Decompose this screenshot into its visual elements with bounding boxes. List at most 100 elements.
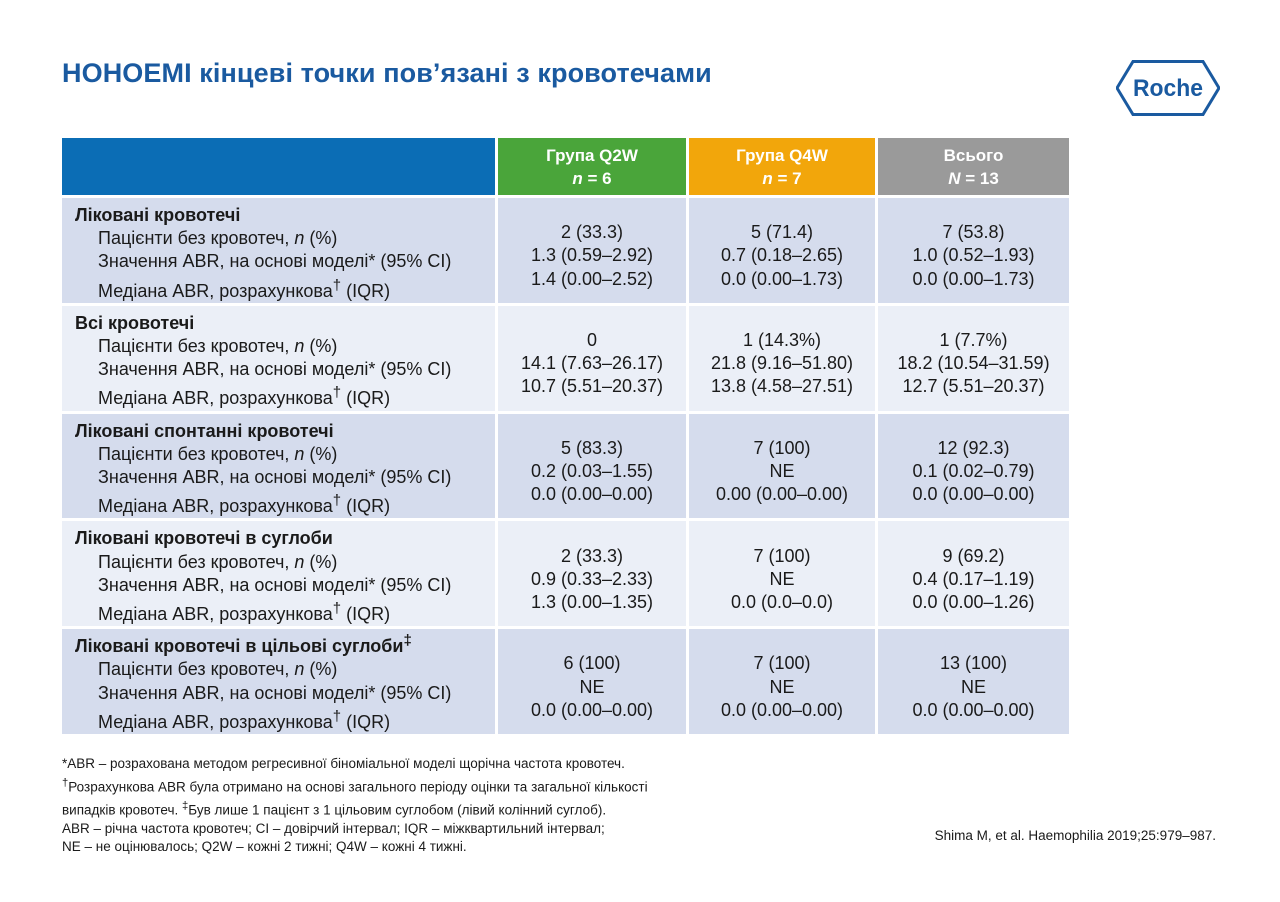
row-label-median: Медіана ABR, розрахункова† (IQR) — [98, 276, 391, 301]
value: 0.0 (0.00–0.00) — [912, 699, 1035, 720]
row-label-median: Медіана ABR, розрахункова† (IQR) — [98, 492, 391, 517]
value: 0.0 (0.00–0.00) — [720, 699, 844, 720]
value: 6 (100) — [563, 653, 621, 674]
footnote-line: ABR – річна частота кровотеч; CI – довір… — [62, 820, 605, 836]
value: 1.4 (0.00–2.52) — [530, 268, 654, 289]
value: NE — [769, 461, 795, 482]
table-row-group: Всі кровотечі Пацієнти без кровотеч, n (%… — [62, 305, 1069, 411]
value: 18.2 (10.54–31.59) — [897, 353, 1050, 374]
footnotes: *ABR – розрахована методом регресивної б… — [62, 755, 648, 857]
value: 7 (53.8) — [942, 222, 1005, 243]
value: NE — [769, 568, 795, 589]
group-title: Ліковані кровотечі в суглоби — [75, 528, 333, 549]
value-cell: 7 (100) NE 0.0 (0.00–0.00) — [689, 629, 875, 735]
value: 0.0 (0.00–0.00) — [530, 699, 654, 720]
value: 1.3 (0.59–2.92) — [530, 245, 654, 266]
group-title: Ліковані кровотечі — [75, 205, 241, 225]
group-label-cell: Ліковані спонтанні кровотечі Пацієнти без… — [62, 413, 495, 519]
value: 0.0 (0.00–1.73) — [912, 268, 1035, 289]
footnote-line: †Розрахункова ABR була отримано на основ… — [62, 776, 648, 795]
value: 0.00 (0.00–0.00) — [715, 484, 849, 505]
value-cell: 12 (92.3) 0.1 (0.02–0.79) 0.0 (0.00–0.00) — [878, 413, 1069, 519]
row-label-patients: Пацієнти без кровотеч, n (%) — [98, 659, 338, 680]
value: 2 (33.3) — [560, 545, 624, 566]
table-row-group: Ліковані спонтанні кровотечі Пацієнти без… — [62, 413, 1069, 519]
roche-logo: Roche — [1116, 60, 1220, 116]
value-cell: 6 (100) NE 0.0 (0.00–0.00) — [498, 629, 686, 735]
column-name: Група Q4W — [736, 145, 828, 165]
n-label: n — [572, 168, 583, 188]
row-label-model: Значення ABR, на основі моделі* (95% CI) — [98, 574, 452, 595]
value: NE — [960, 676, 986, 697]
value-cell: 5 (71.4) 0.7 (0.18–2.65) 0.0 (0.00–1.73) — [689, 198, 875, 303]
value: 13 (100) — [939, 653, 1008, 674]
n-label: N — [948, 168, 961, 188]
n-value: = 13 — [960, 168, 999, 188]
group-title: Ліковані кровотечі в цільові суглоби‡ — [75, 632, 412, 657]
value: 0.0 (0.00–1.26) — [912, 592, 1035, 613]
value-cell: 2 (33.3) 1.3 (0.59–2.92) 1.4 (0.00–2.52) — [498, 198, 686, 303]
value: 0.2 (0.03–1.55) — [530, 461, 654, 482]
value: 10.7 (5.51–20.37) — [520, 376, 664, 397]
value-cell: 7 (100) NE 0.00 (0.00–0.00) — [689, 413, 875, 519]
header-q2w: Група Q2W n = 6 — [498, 138, 686, 195]
table-row-group: Ліковані кровотечі в цільові суглоби‡ Пац… — [62, 629, 1069, 735]
value: 0.0 (0.00–1.73) — [720, 268, 844, 289]
row-label-patients: Пацієнти без кровотеч, n (%) — [98, 551, 338, 572]
value-cell: 7 (53.8) 1.0 (0.52–1.93) 0.0 (0.00–1.73) — [878, 198, 1069, 303]
row-label-median: Медіана ABR, розрахункова† (IQR) — [98, 600, 391, 625]
value: NE — [579, 676, 605, 697]
footnote-line: NE – не оцінювалось; Q2W – кожні 2 тижні… — [62, 839, 467, 855]
bleeding-endpoints-table: Група Q2W n = 6 Група Q4W n = 7 Всього N… — [59, 138, 1072, 735]
row-label-model: Значення ABR, на основі моделі* (95% CI) — [98, 682, 452, 703]
value: 7 (100) — [753, 545, 811, 566]
value: 0.9 (0.33–2.33) — [530, 568, 654, 589]
value: 0 — [586, 330, 597, 351]
row-label-median: Медіана ABR, розрахункова† (IQR) — [98, 384, 391, 409]
column-name: Група Q2W — [546, 145, 638, 165]
row-label-patients: Пацієнти без кровотеч, n (%) — [98, 228, 338, 249]
row-label-median: Медіана ABR, розрахункова† (IQR) — [98, 707, 391, 732]
n-value: = 7 — [772, 168, 802, 188]
value-cell: 0 14.1 (7.63–26.17) 10.7 (5.51–20.37) — [498, 305, 686, 411]
header-label-cell — [62, 138, 495, 195]
value: 0.7 (0.18–2.65) — [720, 245, 844, 266]
value: 5 (71.4) — [750, 222, 814, 243]
header-q4w: Група Q4W n = 7 — [689, 138, 875, 195]
n-label: n — [762, 168, 773, 188]
column-name: Всього — [943, 145, 1004, 165]
table-row-group: Ліковані кровотечі Пацієнти без кровотеч,… — [62, 198, 1069, 303]
value: 13.8 (4.58–27.51) — [710, 376, 854, 397]
citation: Shima M, et al. Haemophilia 2019;25:979–… — [934, 828, 1216, 843]
value: 0.4 (0.17–1.19) — [912, 568, 1035, 589]
logo-text: Roche — [1133, 75, 1203, 102]
value: 9 (69.2) — [942, 545, 1005, 566]
value-cell: 5 (83.3) 0.2 (0.03–1.55) 0.0 (0.00–0.00) — [498, 413, 686, 519]
group-label-cell: Ліковані кровотечі в суглоби Пацієнти без… — [62, 521, 495, 627]
value: 5 (83.3) — [560, 437, 624, 458]
value: 0.0 (0.0–0.0) — [730, 592, 834, 613]
value-cell: 1 (7.7%) 18.2 (10.54–31.59) 12.7 (5.51–20.… — [878, 305, 1069, 411]
group-label-cell: Ліковані кровотечі Пацієнти без кровотеч,… — [62, 198, 495, 303]
value: 1.0 (0.52–1.93) — [912, 245, 1035, 266]
row-label-patients: Пацієнти без кровотеч, n (%) — [98, 443, 338, 464]
value: 14.1 (7.63–26.17) — [520, 353, 664, 374]
value: 1 (14.3%) — [742, 330, 822, 351]
value: 0.0 (0.00–0.00) — [530, 484, 654, 505]
row-label-model: Значення ABR, на основі моделі* (95% CI) — [98, 467, 452, 488]
group-title: Ліковані спонтанні кровотечі — [75, 420, 334, 441]
value: 0.0 (0.00–0.00) — [912, 484, 1035, 505]
value-cell: 1 (14.3%) 21.8 (9.16–51.80) 13.8 (4.58–27.… — [689, 305, 875, 411]
group-label-cell: Всі кровотечі Пацієнти без кровотеч, n (%… — [62, 305, 495, 411]
value: 1.3 (0.00–1.35) — [530, 592, 654, 613]
value: 7 (100) — [753, 653, 811, 674]
value: 2 (33.3) — [560, 222, 624, 243]
footnote-line: *ABR – розрахована методом регресивної б… — [62, 756, 625, 771]
header-total: Всього N = 13 — [878, 138, 1069, 195]
value: 12.7 (5.51–20.37) — [902, 376, 1045, 397]
value-cell: 7 (100) NE 0.0 (0.0–0.0) — [689, 521, 875, 627]
footnote-line: випадків кровотеч. ‡Був лише 1 пацієнт з… — [62, 799, 607, 818]
value-cell: 9 (69.2) 0.4 (0.17–1.19) 0.0 (0.00–1.26) — [878, 521, 1069, 627]
value: 7 (100) — [753, 437, 811, 458]
row-label-model: Значення ABR, на основі моделі* (95% CI) — [98, 251, 452, 272]
